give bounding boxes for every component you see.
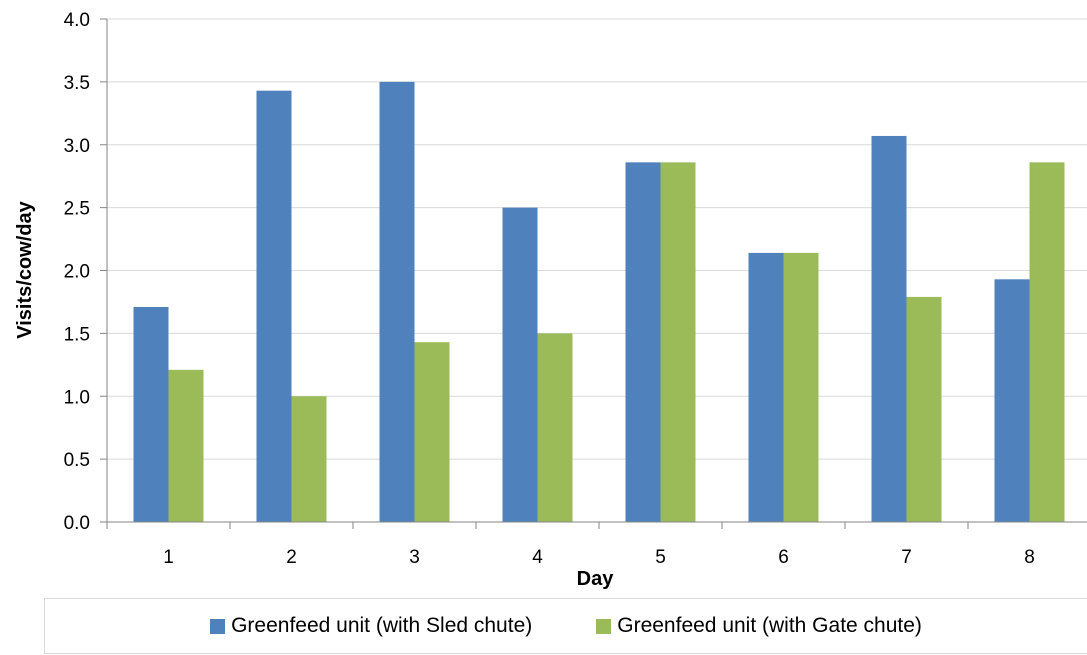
bar-gate-day-3 [414, 342, 450, 522]
bar-gate-day-8 [1029, 162, 1065, 523]
x-axis-title: Day [577, 568, 615, 590]
bar-sled-day-6 [748, 252, 784, 522]
y-tick-label: 2.5 [64, 199, 90, 220]
y-tick-label: 0.0 [64, 513, 90, 534]
x-tick-label: 3 [409, 547, 420, 568]
bar-sled-day-7 [871, 135, 907, 522]
bar-sled-day-4 [502, 207, 538, 522]
x-tick-label: 6 [778, 547, 789, 568]
bar-sled-day-3 [379, 81, 415, 522]
x-tick-label: 8 [1024, 547, 1035, 568]
bar-sled-day-1 [133, 306, 169, 522]
legend-label-gate: Greenfeed unit (with Gate chute) [617, 614, 922, 637]
x-tick-label: 4 [532, 547, 543, 568]
bar-sled-day-8 [994, 279, 1030, 522]
bars [133, 81, 1065, 523]
tick-labels: 0.0 0.5 1.0 1.5 2.0 2.5 3.0 3.5 4.0 1 2 3 4 5 6 7 8 [64, 10, 1035, 568]
y-tick-label: 0.5 [64, 450, 90, 471]
x-tick-label: 1 [163, 547, 174, 568]
x-tick-label: 5 [655, 547, 666, 568]
bar-gate-day-5 [660, 162, 696, 523]
legend: Greenfeed unit (with Sled chute) Greenfe… [44, 598, 1087, 654]
legend-label-sled: Greenfeed unit (with Sled chute) [231, 614, 533, 637]
bar-sled-day-5 [625, 162, 661, 523]
y-tick-label: 2.0 [64, 262, 90, 283]
legend-swatch-gate [596, 618, 612, 634]
y-tick-label: 3.5 [64, 73, 90, 94]
bar-chart: 0.00.51.01.52.02.53.03.54.01 2 3 4 5 6 7 8 Day … [14, 10, 1087, 590]
legend-swatch-sled [210, 618, 226, 634]
bar-gate-day-7 [906, 296, 942, 522]
y-tick-label: 4.0 [64, 10, 90, 31]
axes [100, 18, 1087, 529]
bar-sled-day-2 [256, 90, 292, 523]
bar-gate-day-6 [783, 252, 819, 522]
bar-gate-day-1 [168, 369, 204, 522]
y-tick-label: 1.0 [64, 387, 90, 408]
x-tick-label: 7 [901, 547, 912, 568]
bar-gate-day-2 [291, 396, 327, 522]
y-tick-label: 1.5 [64, 324, 90, 345]
bar-gate-day-4 [537, 333, 573, 522]
y-tick-label: 3.0 [64, 136, 90, 157]
legend-item-sled: Greenfeed unit (with Sled chute) [210, 614, 532, 638]
x-tick-label: 2 [286, 547, 297, 568]
y-axis-title: Visits/cow/day [14, 200, 36, 338]
legend-item-gate: Greenfeed unit (with Gate chute) [596, 614, 922, 638]
